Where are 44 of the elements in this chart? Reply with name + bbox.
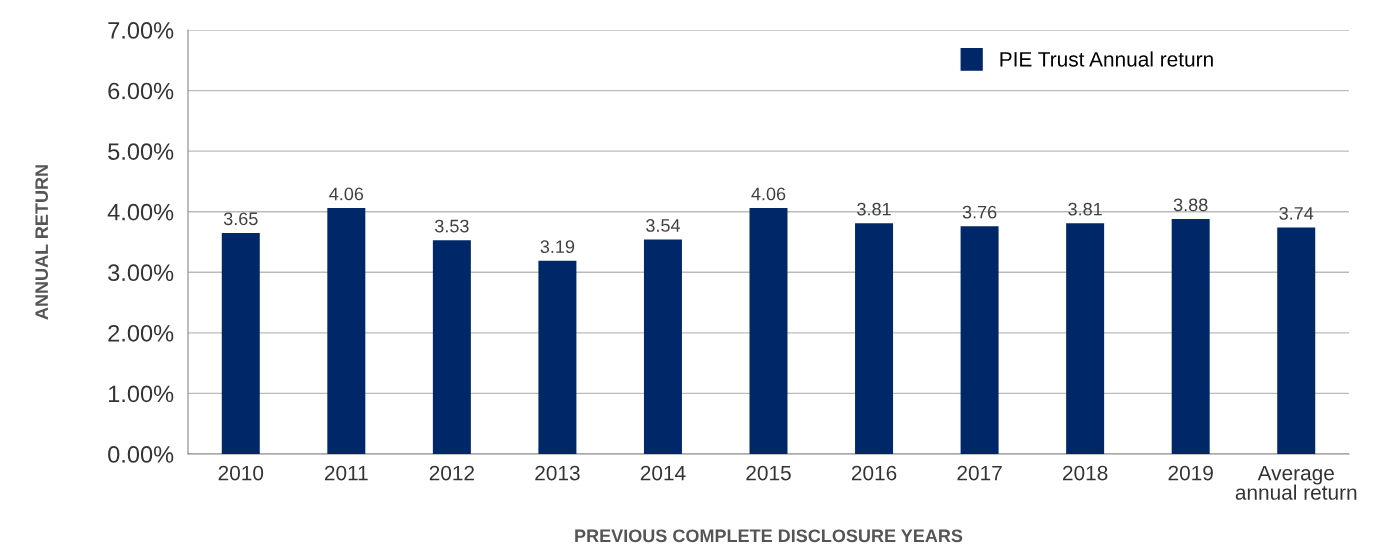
y-axis-title: ANNUAL RETURN (35, 165, 49, 320)
y-tick-label: 2.00% (108, 324, 174, 342)
x-tick-label: 2012 (429, 465, 474, 481)
y-tick-label: 5.00% (108, 143, 174, 160)
legend-label: PIE Trust Annual return (1000, 51, 1213, 67)
y-tick-label: 1.00% (108, 385, 174, 403)
bar (221, 232, 260, 454)
data-label: 3.88 (1173, 198, 1208, 212)
x-tick-label: 2015 (746, 465, 791, 481)
bar (960, 226, 999, 454)
x-tick-label: 2017 (957, 465, 1002, 481)
bar (855, 223, 894, 454)
x-tick-label: 2019 (1168, 465, 1213, 481)
bar (1171, 218, 1210, 454)
x-tick-label: 2016 (851, 465, 897, 481)
data-label: 3.65 (223, 212, 258, 226)
data-label: 3.74 (1279, 206, 1314, 220)
bar (643, 239, 682, 454)
x-tick-label: 2010 (218, 465, 264, 481)
x-tick-label: Average annual return (1235, 465, 1357, 500)
bar (538, 260, 577, 454)
y-tick-label: 7.00% (108, 22, 174, 39)
x-tick-label: 2013 (535, 465, 580, 481)
y-tick-label: 6.00% (108, 82, 174, 100)
bar (749, 208, 788, 454)
data-label: 3.19 (540, 240, 575, 254)
x-axis-title: PREVIOUS COMPLETE DISCLOSURE YEARS (575, 529, 963, 543)
data-label: 4.06 (329, 187, 364, 201)
x-tick-label: 2014 (640, 465, 686, 481)
data-label: 3.81 (857, 202, 891, 216)
y-tick-label: 4.00% (107, 203, 174, 221)
bar (327, 208, 366, 454)
y-tick-label: 3.00% (108, 264, 174, 282)
data-label: 3.81 (1068, 202, 1102, 216)
data-label: 3.54 (646, 219, 680, 232)
bar (1277, 227, 1316, 454)
bar (1066, 223, 1105, 454)
data-label: 3.76 (962, 205, 997, 219)
data-label: 3.53 (434, 219, 469, 233)
x-tick-label: 2018 (1063, 465, 1108, 481)
data-label: 4.06 (751, 187, 786, 201)
bar (432, 240, 471, 454)
y-tick-label: 0.00% (108, 446, 174, 463)
x-tick-label: 2011 (324, 465, 368, 481)
